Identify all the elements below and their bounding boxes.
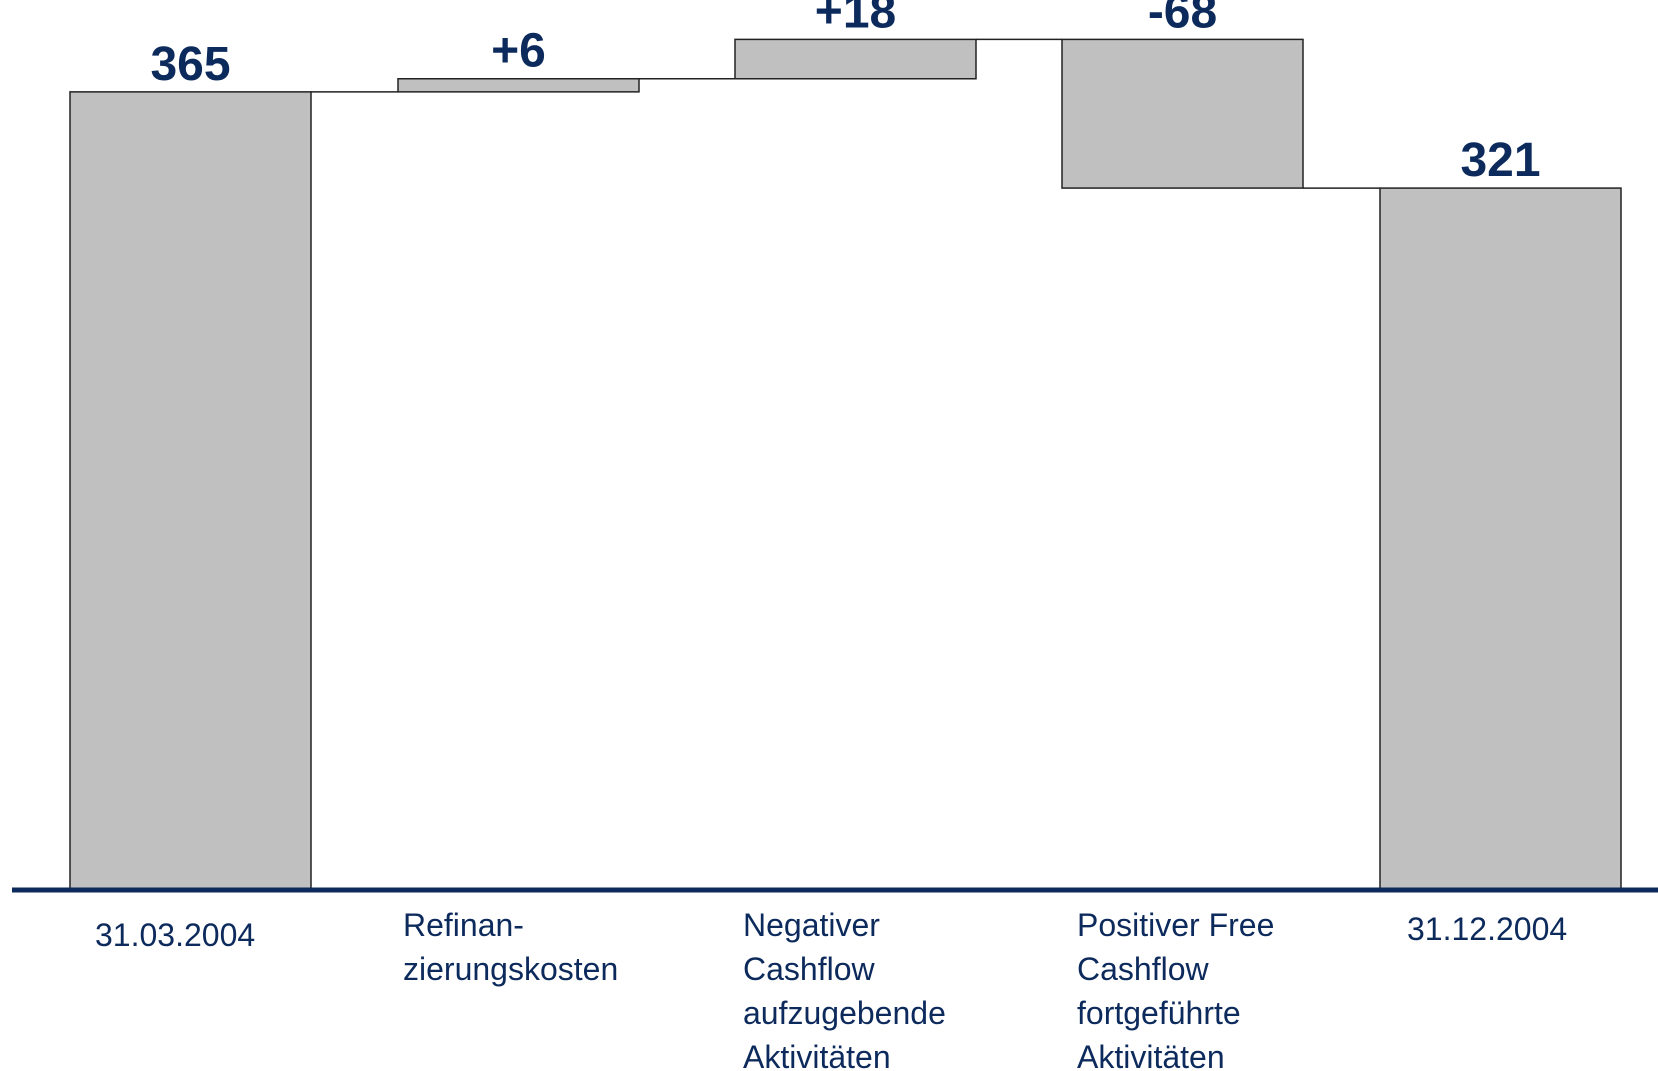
category-label-1: 31.03.2004 xyxy=(95,917,255,953)
bars xyxy=(69,38,1622,891)
value-label-1: 365 xyxy=(150,38,230,91)
value-label-2: +6 xyxy=(491,25,546,78)
value-label-3: +18 xyxy=(815,0,896,38)
bar-3 xyxy=(734,38,977,80)
category-label-3: Negativer Cashflow aufzugebende Aktivitäten xyxy=(743,907,946,1071)
category-label-2: Refinan-zierungskosten xyxy=(403,907,618,987)
category-labels: 31.03.2004 Refinan-zierungskosten Negative… xyxy=(95,907,1567,1071)
value-label-5: 321 xyxy=(1460,134,1540,187)
category-label-5: 31.12.2004 xyxy=(1407,911,1567,947)
bar-2 xyxy=(397,77,640,93)
value-label-4: -68 xyxy=(1148,0,1217,38)
bar-5 xyxy=(1379,187,1622,891)
connector-lines xyxy=(311,38,1380,189)
bar-4 xyxy=(1061,38,1304,189)
value-labels: 365 +6 +18 -68 321 xyxy=(150,0,1540,187)
bar-1 xyxy=(69,91,312,891)
category-label-4: Positiver Free Cashflow fortgeführte Aktivi… xyxy=(1077,907,1274,1071)
